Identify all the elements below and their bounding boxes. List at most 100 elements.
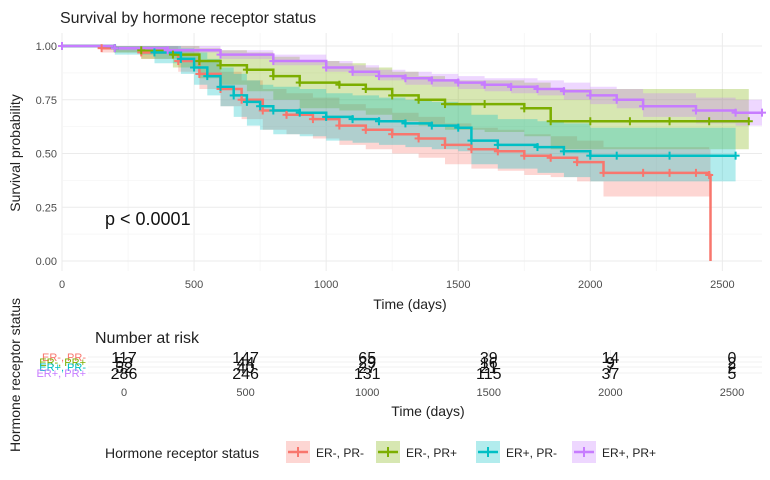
censor-marks — [58, 42, 766, 179]
censor-mark-er-pr — [427, 76, 436, 85]
censor-mark-er-pr — [216, 61, 225, 70]
censor-mark-er-pr — [168, 50, 177, 59]
censor-mark-er-pr — [533, 85, 542, 93]
chart-title: Survival by hormone receptor status — [60, 10, 316, 27]
censor-mark-er-pr — [335, 121, 344, 130]
y-tick-label: 0.25 — [36, 202, 57, 214]
censor-mark-er-pr — [665, 117, 674, 126]
censor-mark-er-pr — [256, 102, 265, 111]
censor-mark-er-pr — [691, 168, 700, 177]
censor-mark-er-pr — [195, 57, 204, 66]
censor-mark-er-pr — [625, 117, 634, 126]
risk-count: 5 — [728, 366, 737, 383]
y-tick-label: 1.00 — [36, 41, 57, 53]
censor-mark-er-pr — [758, 108, 766, 117]
censor-mark-er-pr — [322, 63, 331, 72]
x-tick-label: 500 — [185, 279, 203, 291]
risk-count: 14 — [602, 350, 620, 367]
risk-count: 117 — [111, 350, 137, 367]
legend-label: ER-, PR+ — [406, 446, 457, 460]
risk-count: 40 — [237, 360, 255, 377]
risk-count: 147 — [232, 350, 259, 367]
censor-mark-er-pr — [322, 112, 331, 121]
risk-row-label-er-pr: ER-, PR- — [42, 352, 86, 364]
legend-label: ER+, PR- — [506, 446, 557, 460]
y-axis-label: Survival probability — [7, 94, 23, 212]
confidence-band-er-pr — [62, 46, 736, 182]
y-tick-label: 0.75 — [36, 95, 57, 107]
censor-mark-er-pr — [216, 50, 225, 59]
p-value-annotation: p < 0.0001 — [105, 209, 191, 229]
legend-title: Hormone receptor status — [105, 445, 259, 461]
censor-mark-er-pr — [520, 151, 529, 160]
censor-mark-er-pr — [176, 54, 185, 63]
censor-mark-er-pr — [414, 95, 423, 104]
risk-count: 246 — [232, 366, 259, 383]
risk-table-title: Number at risk — [95, 330, 200, 347]
censor-mark-er-pr — [295, 108, 304, 117]
censor-mark-er-pr — [665, 151, 674, 160]
x-tick-label: 0 — [59, 279, 65, 291]
risk-row-label-er-pr: ER+, PR+ — [36, 368, 86, 380]
censor-mark-er-pr — [586, 117, 595, 126]
legend-item-er-pr: ER-, PR+ — [376, 441, 457, 463]
legend-items: ER-, PR- ER-, PR+ ER+, PR- ER+, PR+ — [286, 441, 656, 463]
risk-count: 37 — [602, 366, 620, 383]
censor-mark-er-pr — [441, 140, 450, 149]
legend-item-er-pr: ER+, PR- — [476, 441, 557, 463]
grid-lines — [61, 33, 762, 271]
risk-table-rows: ER-, PR-ER-, PR+ER+, PR-ER+, PR+ — [36, 352, 86, 380]
censor-mark-er-pr — [203, 72, 212, 81]
legend-item-er-pr: ER+, PR+ — [572, 441, 656, 463]
censor-mark-er-pr — [258, 106, 267, 115]
censor-mark-er-pr — [414, 134, 423, 143]
censor-mark-er-pr — [137, 46, 146, 55]
censor-mark-er-pr — [150, 48, 159, 57]
censor-mark-er-pr — [335, 80, 344, 89]
censor-mark-er-pr — [361, 85, 370, 93]
y-tick-label: 0.00 — [36, 256, 57, 268]
censor-mark-er-pr — [282, 110, 291, 119]
censor-mark-er-pr — [242, 97, 251, 106]
risk-table-grid — [88, 350, 762, 378]
censor-mark-er-pr — [546, 153, 555, 162]
risk-count: 52 — [115, 360, 133, 377]
censor-mark-er-pr — [295, 78, 304, 87]
risk-count: 65 — [358, 350, 376, 367]
censor-mark-er-pr — [269, 106, 278, 115]
risk-count: 44 — [237, 355, 255, 372]
risk-x-tick-label: 0 — [121, 387, 127, 399]
risk-count: 2 — [728, 355, 737, 372]
censor-mark-er-pr — [374, 117, 383, 126]
censor-mark-er-pr — [507, 82, 516, 91]
x-tick-label: 1000 — [314, 279, 338, 291]
risk-row-label-er-pr: ER-, PR+ — [39, 357, 86, 369]
censor-mark-er-pr — [348, 67, 357, 76]
censor-mark-er-pr — [639, 168, 648, 177]
censor-mark-er-pr — [229, 91, 238, 100]
risk-table-y-label: Hormone receptor status — [7, 298, 23, 452]
y-tick-label: 0.50 — [36, 149, 57, 161]
legend-label: ER+, PR+ — [602, 446, 656, 460]
censor-mark-er-pr — [639, 102, 648, 111]
censor-mark-er-pr — [269, 72, 278, 81]
risk-count: 27 — [358, 360, 376, 377]
censor-mark-er-pr — [97, 44, 106, 53]
censor-mark-er-pr — [348, 115, 357, 124]
risk-count: 53 — [115, 355, 133, 372]
censor-mark-er-pr — [480, 100, 489, 109]
risk-table: Number at risk ER-, PR-ER-, PR+ER+, PR-E… — [7, 298, 762, 452]
censor-mark-er-pr — [361, 125, 370, 134]
risk-count: 21 — [480, 360, 498, 377]
x-axis-ticks: 0 500 1000 1500 2000 2500 — [59, 279, 735, 291]
censor-mark-er-pr — [110, 44, 119, 53]
x-axis-label: Time (days) — [373, 296, 446, 312]
risk-count: 16 — [480, 355, 498, 372]
censor-mark-er-pr — [195, 69, 204, 78]
censor-mark-er-pr — [480, 80, 489, 89]
censor-mark-er-pr — [731, 108, 740, 117]
risk-count: 0 — [728, 350, 737, 367]
censor-mark-er-pr — [58, 42, 66, 50]
